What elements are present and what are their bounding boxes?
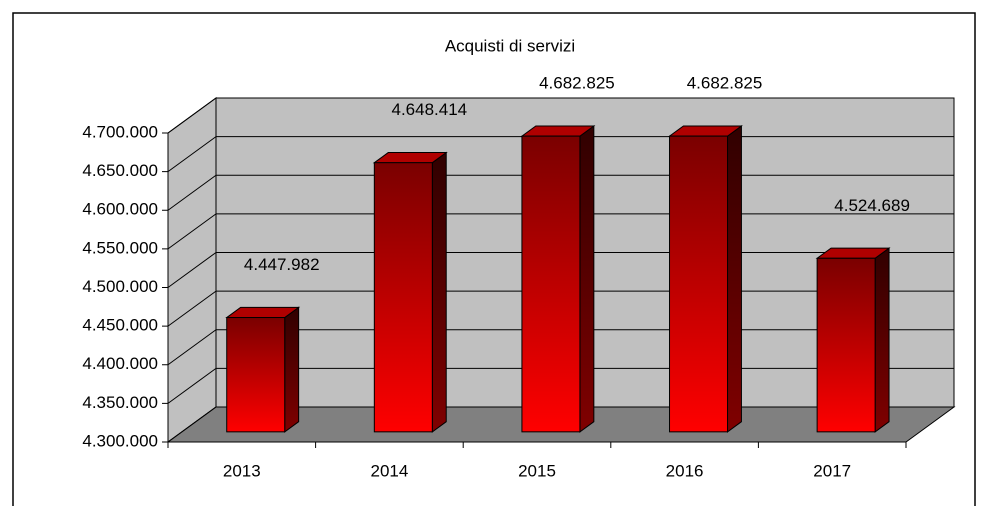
bar-side xyxy=(874,247,890,433)
chart-title: Acquisti di servizi xyxy=(445,36,575,55)
data-label: 4.524.689 xyxy=(834,196,910,215)
bar xyxy=(669,135,729,433)
grid-line xyxy=(167,406,217,443)
grid-line xyxy=(167,213,217,250)
y-tick-label: 4.300.000 xyxy=(82,431,158,450)
data-label: 4.447.982 xyxy=(244,255,320,274)
grid-line xyxy=(167,174,217,211)
data-label: 4.648.414 xyxy=(391,100,467,119)
y-tick-label: 4.400.000 xyxy=(82,354,158,373)
y-tick-label: 4.350.000 xyxy=(82,393,158,412)
x-tick-label: 2015 xyxy=(518,461,556,480)
y-tick-label: 4.650.000 xyxy=(82,161,158,180)
grid-line xyxy=(167,367,217,404)
bar xyxy=(521,135,581,433)
y-tick-label: 4.600.000 xyxy=(82,200,158,219)
bar-side xyxy=(431,151,447,433)
bar xyxy=(226,317,286,433)
x-tick-label: 2017 xyxy=(813,461,851,480)
bar xyxy=(816,257,876,433)
bar xyxy=(373,162,433,433)
bar-side xyxy=(579,124,595,433)
data-label: 4.682.825 xyxy=(687,74,763,93)
x-tick-label: 2016 xyxy=(666,461,704,480)
y-tick-label: 4.450.000 xyxy=(82,316,158,335)
grid-line xyxy=(167,329,217,366)
bar-side xyxy=(284,306,300,433)
x-tick-label: 2014 xyxy=(370,461,408,480)
x-tick-label: 2013 xyxy=(223,461,261,480)
grid-line xyxy=(167,136,217,173)
grid-line xyxy=(167,252,217,288)
grid-line xyxy=(167,97,217,134)
data-label: 4.682.825 xyxy=(539,74,615,93)
grid-line xyxy=(167,290,217,327)
y-tick-label: 4.500.000 xyxy=(82,277,158,296)
y-tick-label: 4.700.000 xyxy=(82,122,158,141)
y-tick-label: 4.550.000 xyxy=(82,238,158,257)
bar-side xyxy=(727,124,742,433)
